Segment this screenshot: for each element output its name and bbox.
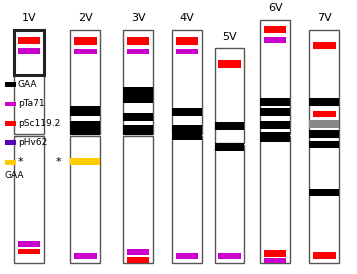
Text: 7V: 7V [317,13,332,23]
Bar [123,136,153,263]
Bar [127,48,149,54]
Bar [310,30,339,263]
Bar [218,60,241,67]
Bar [310,141,339,149]
Bar [127,257,149,263]
Text: *: * [56,156,62,167]
Bar [260,108,290,116]
Bar [70,136,100,263]
Bar [18,48,40,54]
Text: *: * [17,157,23,167]
Bar [5,160,16,165]
Text: 3V: 3V [131,13,145,23]
Bar [127,249,149,255]
Bar [123,87,153,102]
Bar [260,121,290,129]
Bar [260,132,290,142]
Bar [260,98,290,106]
Text: 4V: 4V [180,13,195,23]
Bar [127,38,149,45]
Bar [70,106,100,116]
Bar [176,38,198,45]
Bar [74,253,97,259]
Bar [215,122,245,130]
Bar [176,48,198,54]
Bar [215,145,245,263]
Bar [264,37,286,43]
Bar [310,121,339,128]
Bar [5,141,16,145]
Bar [18,249,40,254]
Bar [310,189,339,196]
Bar [70,30,100,134]
Bar [264,258,286,263]
Bar [313,111,336,117]
Bar [70,158,100,165]
Bar [123,125,153,135]
Text: GAA: GAA [18,80,37,89]
Bar [74,48,97,54]
Bar [14,136,44,263]
Bar [260,19,290,134]
Bar [215,143,245,150]
Bar [14,30,44,134]
Bar [310,130,339,138]
Bar [123,113,153,121]
Bar [14,30,44,75]
Bar [172,125,202,140]
Bar [70,121,100,135]
Bar [264,26,286,33]
Bar [5,101,16,106]
Bar [18,241,40,247]
Bar [313,252,336,259]
Text: pHv62: pHv62 [18,138,47,147]
Bar [215,48,245,143]
Text: 2V: 2V [78,13,93,23]
Bar [260,136,290,263]
Text: 1V: 1V [22,13,36,23]
Text: 6V: 6V [268,3,282,13]
Bar [123,30,153,134]
Bar [18,37,40,44]
Bar [218,253,241,259]
Bar [313,42,336,49]
Bar [5,82,16,87]
Bar [264,250,286,257]
Bar [172,30,202,134]
Bar [310,98,339,106]
Text: pSc119.2: pSc119.2 [18,119,60,128]
Bar [172,136,202,263]
Bar [176,253,198,259]
Text: 5V: 5V [222,32,237,42]
Bar [5,121,16,126]
Text: pTa71: pTa71 [18,99,45,108]
Bar [172,108,202,116]
Text: GAA: GAA [5,171,24,180]
Bar [74,38,97,45]
